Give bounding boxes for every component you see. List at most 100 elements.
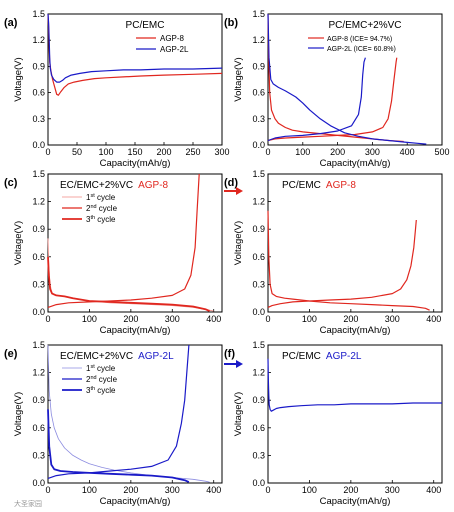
x-tick-label: 0 <box>265 314 270 324</box>
legend-sup: nd <box>90 375 96 381</box>
legend-num: 3 <box>86 215 91 224</box>
legend-rest: cycle <box>97 204 118 213</box>
x-tick-label: 300 <box>385 314 400 324</box>
x-tick-label: 0 <box>265 147 270 157</box>
y-tick-label: 0.9 <box>32 61 45 71</box>
x-tick-label: 300 <box>365 147 380 157</box>
y-tick-label: 0.6 <box>252 88 265 98</box>
x-tick-label: 400 <box>400 147 415 157</box>
watermark: 大圣家园 <box>14 499 42 508</box>
y-tick-label: 1.5 <box>252 169 265 179</box>
legend-label: 2nd cycle <box>86 375 118 384</box>
legend-sup: st <box>90 193 95 199</box>
arrow-c-to-d-head <box>236 187 243 195</box>
y-tick-label: 0.6 <box>32 252 45 262</box>
legend-label: 2nd cycle <box>86 204 118 213</box>
x-axis-label: Capacity(mAh/g) <box>320 496 391 507</box>
x-tick-label: 400 <box>426 314 441 324</box>
x-tick-label: 100 <box>302 485 317 495</box>
legend-sup: th <box>90 386 95 392</box>
x-tick-label: 400 <box>426 485 441 495</box>
legend-num: 1 <box>86 193 91 202</box>
panel-label: (c) <box>4 177 18 189</box>
panel-f: 0 100 200 300 400 0.0 0.3 0.6 0.9 1.2 1.5 Capacity(… <box>224 340 443 507</box>
panel-title: EC/EMC+2%VC AGP-2L <box>60 351 174 362</box>
plot-frame-d <box>267 173 443 313</box>
legend-sup: th <box>90 215 95 221</box>
panel-e: 0 100 200 300 400 0.0 0.3 0.6 0.9 1.2 1.5 Capacity(… <box>4 340 223 507</box>
series-line-red <box>267 57 398 142</box>
x-axis-label: Capacity(mAh/g) <box>100 496 171 507</box>
y-tick-label: 0.0 <box>32 307 45 317</box>
y-tick-label: 0.9 <box>32 395 45 405</box>
x-tick-label: 100 <box>98 147 113 157</box>
y-tick-label: 1.2 <box>252 197 265 207</box>
panel-a: 0 50 100 150 200 250 300 0.0 0.3 0.6 0.9 1.2 1.5 Capa… <box>4 9 230 169</box>
panel-label: (d) <box>224 177 238 189</box>
y-axis-label: Voltage(V) <box>13 57 24 101</box>
x-axis-label: Capacity(mAh/g) <box>320 325 391 336</box>
x-tick-label: 400 <box>206 314 221 324</box>
y-tick-label: 1.2 <box>252 35 265 45</box>
y-tick-label: 1.5 <box>252 9 265 19</box>
legend-rest: cycle <box>95 364 116 373</box>
arrow-e-to-f-head <box>236 360 243 368</box>
series-line-red <box>47 173 200 308</box>
panel-title-text: PC/EMC <box>282 180 321 191</box>
legend-label: 3th cycle <box>86 386 116 395</box>
x-tick-label: 200 <box>123 314 138 324</box>
x-tick-label: 200 <box>123 485 138 495</box>
x-tick-label: 300 <box>214 147 229 157</box>
y-tick-label: 0.0 <box>32 478 45 488</box>
y-tick-label: 0.3 <box>252 450 265 460</box>
legend-label: AGP-2L (ICE= 60.8%) <box>327 46 396 53</box>
x-tick-label: 200 <box>156 147 171 157</box>
y-axis-label: Voltage(V) <box>233 57 244 101</box>
y-axis-label: Voltage(V) <box>233 392 244 436</box>
panel-title: PC/EMC AGP-2L <box>282 351 362 362</box>
x-tick-label: 100 <box>295 147 310 157</box>
legend-label: AGP-8 (ICE= 94.7%) <box>327 36 392 43</box>
panel-label: (b) <box>224 17 238 29</box>
x-tick-label: 0 <box>265 485 270 495</box>
legend-label: 1st cycle <box>86 193 116 202</box>
series-line-red <box>267 210 430 311</box>
x-tick-label: 200 <box>330 147 345 157</box>
panel-title: PC/EMC+2%VC <box>328 20 401 31</box>
y-tick-label: 0.3 <box>252 114 265 124</box>
panel-title-sample: AGP-8 <box>326 180 356 191</box>
y-tick-label: 0.3 <box>32 279 45 289</box>
series-line-red <box>267 219 417 308</box>
legend-label: AGP-2L <box>160 45 189 54</box>
panel-d: 0 100 200 300 400 0.0 0.3 0.6 0.9 1.2 1.5 Capacity(… <box>224 169 443 336</box>
legend-sup: nd <box>90 204 96 210</box>
x-tick-label: 200 <box>343 314 358 324</box>
series-line-blue <box>267 57 366 142</box>
x-tick-label: 200 <box>343 485 358 495</box>
series-line-blue <box>267 358 442 412</box>
panel-title: PC/EMC <box>126 20 165 31</box>
x-tick-label: 500 <box>434 147 449 157</box>
legend-rest: cycle <box>97 375 118 384</box>
x-tick-label: 300 <box>165 485 180 495</box>
y-tick-label: 0.9 <box>252 61 265 71</box>
x-tick-label: 0 <box>45 314 50 324</box>
panel-title-sample: AGP-8 <box>138 180 168 191</box>
plot-frame-e <box>47 344 223 484</box>
series-line-blue <box>47 344 190 479</box>
legend-rest: cycle <box>95 215 116 224</box>
legend-label: 3th cycle <box>86 215 116 224</box>
panel-title-text: EC/EMC+2%VC <box>60 180 133 191</box>
series-line-blue <box>47 13 223 83</box>
x-tick-label: 300 <box>385 485 400 495</box>
legend-num: 3 <box>86 386 91 395</box>
panel-title-sample: AGP-2L <box>326 351 362 362</box>
y-tick-label: 0.0 <box>252 140 265 150</box>
panel-label: (a) <box>4 17 18 29</box>
y-tick-label: 0.0 <box>32 140 45 150</box>
panel-title-text: PC/EMC <box>282 351 321 362</box>
y-tick-label: 0.3 <box>32 450 45 460</box>
x-tick-label: 0 <box>45 147 50 157</box>
y-tick-label: 1.5 <box>252 340 265 350</box>
